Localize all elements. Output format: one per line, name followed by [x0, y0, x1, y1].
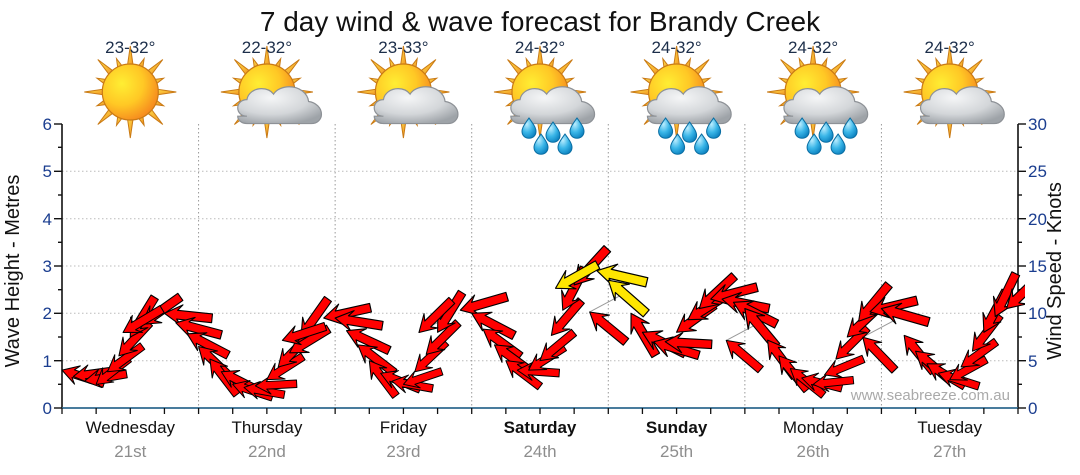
- svg-text:26th: 26th: [797, 442, 830, 461]
- svg-text:Saturday: Saturday: [504, 418, 577, 437]
- svg-text:Wind Speed - Knots: Wind Speed - Knots: [1044, 182, 1066, 360]
- svg-text:24-32°: 24-32°: [788, 38, 838, 57]
- svg-text:3: 3: [43, 257, 52, 276]
- svg-text:22-32°: 22-32°: [242, 38, 292, 57]
- svg-text:2: 2: [43, 304, 52, 323]
- svg-text:0: 0: [1028, 399, 1037, 418]
- svg-text:1: 1: [43, 352, 52, 371]
- svg-text:Wave Height - Metres: Wave Height - Metres: [2, 175, 24, 368]
- svg-text:25th: 25th: [660, 442, 693, 461]
- svg-text:Wednesday: Wednesday: [86, 418, 176, 437]
- svg-text:21st: 21st: [114, 442, 146, 461]
- svg-text:Sunday: Sunday: [646, 418, 708, 437]
- svg-text:27th: 27th: [933, 442, 966, 461]
- svg-text:24-32°: 24-32°: [515, 38, 565, 57]
- svg-text:6: 6: [43, 115, 52, 134]
- svg-text:30: 30: [1028, 115, 1047, 134]
- svg-text:23rd: 23rd: [386, 442, 420, 461]
- svg-text:4: 4: [43, 210, 52, 229]
- svg-text:0: 0: [43, 399, 52, 418]
- svg-text:www.seabreeze.com.au: www.seabreeze.com.au: [850, 387, 1010, 404]
- svg-text:5: 5: [1028, 352, 1037, 371]
- svg-text:24th: 24th: [523, 442, 556, 461]
- svg-text:24-32°: 24-32°: [925, 38, 975, 57]
- svg-text:24-32°: 24-32°: [651, 38, 701, 57]
- svg-text:Monday: Monday: [783, 418, 844, 437]
- svg-text:Thursday: Thursday: [231, 418, 302, 437]
- svg-text:5: 5: [43, 162, 52, 181]
- svg-text:25: 25: [1028, 162, 1047, 181]
- svg-text:23-32°: 23-32°: [105, 38, 155, 57]
- svg-text:Friday: Friday: [380, 418, 428, 437]
- svg-text:Tuesday: Tuesday: [917, 418, 982, 437]
- svg-text:23-33°: 23-33°: [378, 38, 428, 57]
- svg-text:22nd: 22nd: [248, 442, 286, 461]
